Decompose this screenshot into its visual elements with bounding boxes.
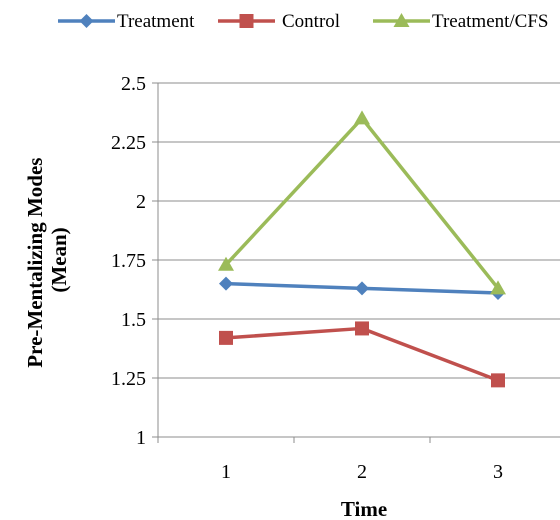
data-point xyxy=(219,330,233,345)
legend-label: Treatment/CFS xyxy=(432,11,549,32)
data-point xyxy=(218,256,234,271)
y-tick-label: 1 xyxy=(136,427,146,449)
data-point xyxy=(490,280,506,295)
series-lines xyxy=(218,110,506,388)
y-tick-label: 2.25 xyxy=(111,132,146,154)
series-treatment-cfs xyxy=(218,110,506,295)
legend-item-control: Control xyxy=(218,11,340,32)
tick-labels: 1 1.25 1.5 1.75 2 2.25 2.5 1 2 3 xyxy=(111,73,503,483)
legend-item-treatment: Treatment xyxy=(58,11,195,32)
y-axis-title: Pre-Mentalizing Modes (Mean) xyxy=(23,152,71,367)
legend-marker xyxy=(239,14,254,28)
x-tick-label: 3 xyxy=(493,461,503,483)
x-tick-label: 2 xyxy=(357,461,367,483)
series-line xyxy=(224,116,500,290)
x-axis-title: Time xyxy=(341,497,387,520)
legend: Treatment Control Treatment/CFS xyxy=(58,11,549,32)
series-line xyxy=(225,326,499,382)
data-point xyxy=(491,373,505,388)
series-control xyxy=(219,321,505,388)
x-tick-label: 1 xyxy=(221,461,231,483)
data-point xyxy=(355,321,369,336)
data-point xyxy=(354,110,370,125)
legend-label: Control xyxy=(282,11,340,32)
y-tick-label: 1.25 xyxy=(111,368,146,390)
y-tick-label: 2.5 xyxy=(121,73,146,95)
y-tick-label: 2 xyxy=(136,191,146,213)
y-axis-title-line-1: Pre-Mentalizing Modes xyxy=(23,158,47,368)
legend-item-treatment-cfs: Treatment/CFS xyxy=(373,11,549,32)
y-tick-label: 1.75 xyxy=(111,250,146,272)
series-treatment xyxy=(219,276,505,301)
y-tick-label: 1.5 xyxy=(121,309,146,331)
y-axis-title-line-2: (Mean) xyxy=(47,227,71,292)
axes xyxy=(152,82,560,443)
legend-label: Treatment xyxy=(117,11,195,32)
legend-marker xyxy=(393,13,410,27)
data-point xyxy=(219,276,233,291)
legend-marker xyxy=(79,14,94,28)
data-point xyxy=(355,281,369,296)
